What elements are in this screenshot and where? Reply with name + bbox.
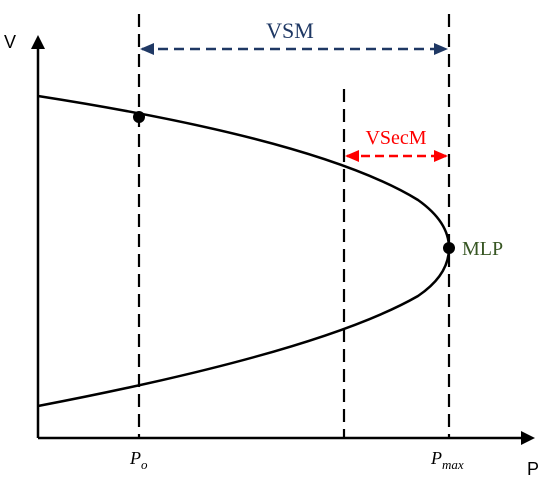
mlp-point-marker bbox=[443, 242, 455, 254]
y-axis-label: V bbox=[4, 32, 16, 52]
p0-tick-label: Po bbox=[129, 448, 148, 472]
x-axis-label: P bbox=[527, 459, 539, 479]
vsecm-label: VSecM bbox=[365, 127, 426, 149]
pmax-tick-label: Pmax bbox=[430, 448, 464, 472]
vsm-label: VSM bbox=[266, 18, 314, 43]
operating-point-marker bbox=[133, 111, 145, 123]
mlp-label: MLP bbox=[462, 238, 503, 260]
